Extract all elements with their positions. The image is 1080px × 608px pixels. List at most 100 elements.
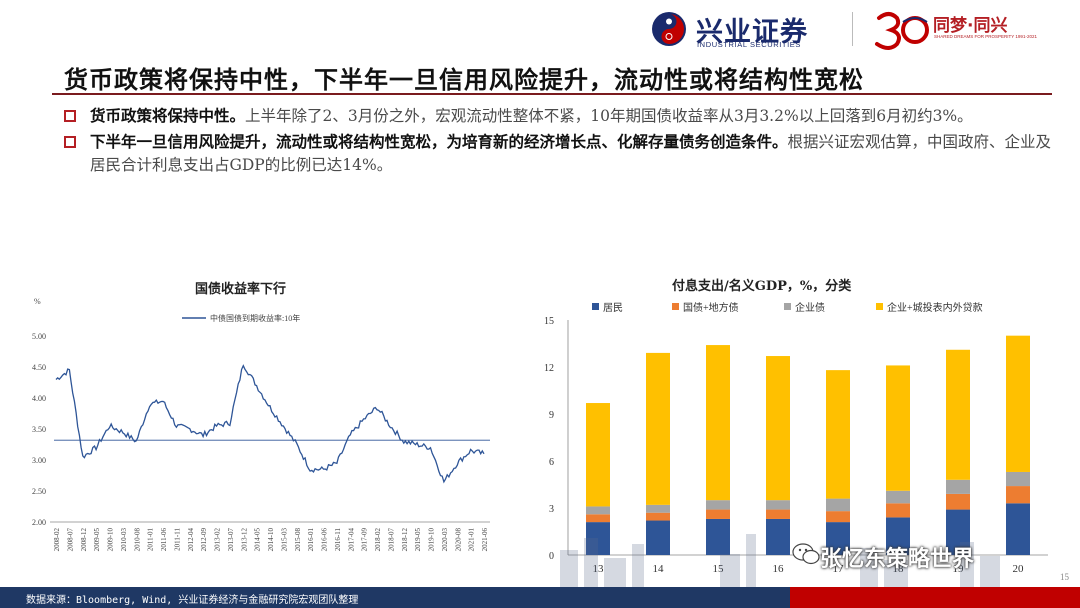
x-tick-label: 2012-04 — [187, 528, 195, 552]
x-tick-label: 2017-09 — [361, 528, 369, 552]
bar-segment — [646, 352, 670, 505]
legend-swatch — [876, 303, 883, 310]
company-name-en: INDUSTRIAL SECURITIES — [697, 40, 802, 49]
bar-segment — [706, 509, 730, 519]
bar-segment — [946, 479, 970, 494]
bar-segment — [586, 506, 610, 515]
legend-label: 居民 — [603, 302, 623, 314]
bar-segment — [706, 345, 730, 501]
bar-segment — [946, 509, 970, 555]
x-tick-label: 2011-06 — [160, 528, 168, 552]
y-axis-unit-label: % — [34, 297, 41, 306]
page-number: 15 — [1060, 572, 1069, 582]
y-tick-label: 9 — [549, 410, 554, 421]
y-tick-label: 2.00 — [32, 518, 46, 527]
x-tick-label: 17 — [833, 563, 845, 575]
legend-label: 企业债 — [795, 301, 825, 314]
bar-segment — [826, 370, 850, 499]
y-tick-label: 6 — [549, 457, 554, 468]
legend-label: 企业+城投表内外贷款 — [887, 301, 983, 314]
y-tick-label: 0 — [549, 551, 554, 562]
x-tick-label: 2014-10 — [267, 528, 275, 552]
x-tick-label: 2013-12 — [240, 528, 248, 552]
bullet-body: 根据兴证宏观估算，中国政府、企业及居民合计利息支出占GDP的比例已达14%。 — [90, 133, 1052, 174]
x-tick-label: 2008-12 — [80, 528, 88, 552]
city-skyline-background — [560, 534, 1000, 587]
line-chart-title: 国债收益率下行 — [195, 282, 287, 297]
wechat-icon — [792, 543, 820, 565]
watermark-text: 张忆东策略世界 — [820, 547, 975, 572]
y-tick-label: 4.50 — [32, 363, 46, 372]
data-source-note: 数据来源：Bloomberg, Wind, 兴业证券经济与金融研究院宏观团队整理 — [26, 595, 359, 606]
bar-segment — [646, 512, 670, 521]
x-tick-label: 2016-06 — [321, 528, 329, 552]
bond-yield-line-chart: % 2.00 2.50 3.00 3.50 4.00 4.50 5.00 中债国债到期收益率:1… — [32, 297, 490, 552]
x-tick-label: 2016-01 — [307, 528, 315, 552]
anniversary-slogan: 同梦·同兴 — [933, 16, 1008, 36]
x-tick-label: 2008-02 — [53, 528, 61, 552]
x-tick-label: 2012-09 — [200, 528, 208, 552]
bar-segment — [766, 518, 790, 555]
x-tick-label: 2018-07 — [387, 528, 395, 552]
bar-segment — [766, 509, 790, 519]
x-tick-label: 2018-12 — [401, 528, 409, 552]
y-tick-label: 2.50 — [32, 487, 46, 496]
y-tick-label: 3.50 — [32, 425, 46, 434]
x-tick-label: 20 — [1013, 563, 1025, 575]
x-tick-label: 2016-11 — [334, 528, 342, 552]
x-tick-label: 2021-01 — [468, 528, 476, 552]
bar-segment — [766, 500, 790, 510]
company-name: 兴业证券 — [696, 17, 808, 48]
bullet-item: 下半年一旦信用风险提升，流动性或将结构性宽松，为培育新的经济增长点、化解存量债务… — [62, 130, 1052, 177]
x-tick-label: 19 — [953, 563, 965, 575]
bullet-square-icon — [64, 110, 76, 122]
yield-series-line — [55, 364, 485, 484]
bullet-body: 上半年除了2、3月份之外，宏观流动性整体不紧，10年期国债收益率从3月3.2%以… — [245, 107, 973, 125]
bar-segment — [706, 500, 730, 510]
y-tick-label: 5.00 — [32, 332, 46, 341]
x-tick-label: 2018-02 — [374, 528, 382, 552]
bullet-list: 货币政策将保持中性。上半年除了2、3月份之外，宏观流动性整体不紧，10年期国债收… — [62, 104, 1052, 179]
y-tick-label: 12 — [544, 363, 554, 374]
y-tick-label: 4.00 — [32, 394, 46, 403]
anniversary-30-logo-icon — [875, 12, 929, 50]
bar-segment — [946, 349, 970, 480]
logo-divider — [852, 12, 853, 46]
x-tick-label: 2019-05 — [414, 528, 422, 552]
legend-swatch — [784, 303, 791, 310]
x-tick-label: 2020-08 — [454, 528, 462, 552]
bar-segment — [766, 356, 790, 501]
x-tick-label: 2009-10 — [107, 528, 115, 552]
x-tick-label: 2013-07 — [227, 528, 235, 552]
bar-segment — [1006, 471, 1030, 487]
x-tick-label: 2020-03 — [441, 528, 449, 552]
bar-segment — [1006, 335, 1030, 472]
company-logo-icon — [652, 12, 686, 46]
header-logos: 兴业证券 INDUSTRIAL SECURITIES 同梦·同兴 SHARED … — [640, 6, 1070, 52]
x-tick-label: 2010-03 — [120, 528, 128, 552]
bullet-item: 货币政策将保持中性。上半年除了2、3月份之外，宏观流动性整体不紧，10年期国债收… — [62, 104, 1052, 128]
y-tick-label: 3 — [549, 504, 554, 515]
bullet-heading: 下半年一旦信用风险提升，流动性或将结构性宽松，为培育新的经济增长点、化解存量债务… — [90, 132, 788, 151]
x-tick-label: 2014-05 — [254, 528, 262, 552]
x-tick-label: 2017-04 — [347, 528, 355, 552]
bar-segment — [886, 503, 910, 518]
x-tick-label: 15 — [713, 563, 725, 575]
x-tick-label: 13 — [593, 563, 605, 575]
x-tick-label: 2010-08 — [133, 528, 141, 552]
bullet-heading: 货币政策将保持中性。 — [90, 106, 246, 125]
legend-swatch — [672, 303, 679, 310]
bar-segment — [1006, 503, 1030, 555]
bar-segment — [586, 403, 610, 507]
x-tick-label: 2013-02 — [214, 528, 222, 552]
interest-gdp-stacked-bar-chart: 居民 国债+地方债 企业债 企业+城投表内外贷款 0 3 6 9 12 15 13 14 15 16 17 1… — [544, 301, 1048, 575]
page-title: 货币政策将保持中性，下半年一旦信用风险提升，流动性或将结构性宽松 — [64, 65, 864, 94]
y-tick-label: 3.00 — [32, 456, 46, 465]
y-tick-label: 15 — [544, 316, 554, 327]
bar-segment — [586, 514, 610, 523]
bar-segment — [706, 518, 730, 555]
bar-segment — [946, 493, 970, 510]
bar-chart-title: 付息支出/名义GDP，%，分类 — [672, 279, 852, 294]
bar-segment — [646, 520, 670, 555]
x-tick-label: 2019-10 — [428, 528, 436, 552]
